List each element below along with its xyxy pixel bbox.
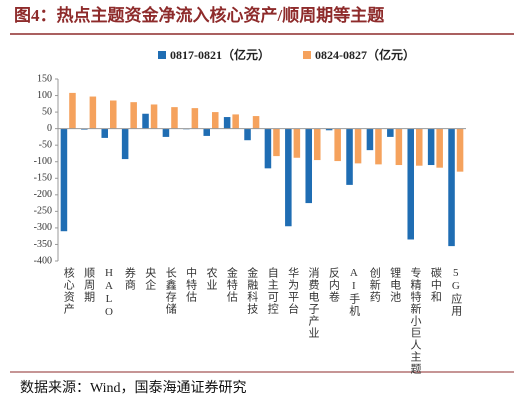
legend-label: 0817-0821（亿元） — [170, 47, 270, 62]
x-tick-label: HALO — [103, 267, 115, 319]
bar — [293, 128, 301, 158]
bar — [162, 128, 170, 137]
bar — [334, 128, 341, 162]
bar — [212, 112, 219, 129]
x-tick-label: 碳中和 — [429, 266, 442, 303]
bar — [366, 128, 374, 151]
bar — [264, 128, 272, 169]
x-tick-label: 核心资产 — [62, 266, 75, 315]
legend-swatch — [303, 51, 311, 59]
bar — [89, 96, 97, 129]
bar — [223, 117, 231, 129]
y-tick-label: 150 — [37, 73, 52, 84]
legend-label: 0824-0827（亿元） — [315, 47, 415, 62]
bar — [285, 128, 292, 227]
x-tick-label: 央企 — [144, 267, 157, 291]
y-tick-label: 50 — [42, 106, 52, 117]
bar — [101, 128, 108, 138]
bar — [427, 128, 435, 166]
y-tick-label: -50 — [39, 139, 52, 150]
bar — [395, 128, 403, 166]
x-tick-label: 锂电池 — [389, 266, 402, 303]
x-tick-label: 金融科技 — [246, 266, 258, 315]
y-tick-label: -400 — [34, 255, 52, 266]
bar — [375, 128, 382, 165]
x-tick-label: 顺周期 — [83, 267, 96, 303]
bar — [314, 128, 321, 161]
y-tick-label: -150 — [34, 173, 52, 184]
bar — [130, 102, 137, 129]
x-tick-label: 华为平台 — [287, 266, 300, 315]
bar — [448, 128, 455, 247]
bar — [456, 128, 464, 172]
bar — [387, 128, 394, 137]
x-tick-label: 专精特新小巨人主题 — [409, 266, 422, 375]
y-tick-label: -300 — [34, 222, 52, 233]
bar — [325, 128, 333, 131]
x-tick-label: AI手机 — [348, 267, 361, 317]
bar — [60, 128, 68, 232]
chart-title: 图4：热点主题资金净流入核心资产/顺周期等主题 — [14, 5, 385, 25]
x-tick-label: 反内卷 — [327, 267, 340, 303]
bar — [252, 116, 260, 129]
x-tick-label: 券商 — [123, 266, 136, 291]
x-tick-label: 农业 — [205, 266, 218, 291]
y-tick-label: -100 — [34, 156, 52, 167]
bar — [69, 92, 76, 129]
x-tick-label: 消费电子产业 — [307, 266, 320, 339]
bar — [203, 128, 210, 136]
legend-swatch — [158, 51, 166, 59]
bar — [171, 107, 178, 129]
bar — [407, 128, 414, 240]
x-tick-label: 金特估 — [225, 266, 238, 303]
source-note: 数据来源：Wind，国泰海通证券研究 — [20, 380, 247, 396]
bar — [121, 128, 129, 160]
y-tick-label: -250 — [34, 206, 52, 217]
y-tick-label: 100 — [37, 90, 52, 101]
bar — [142, 113, 149, 129]
x-tick-label: 中特估 — [185, 267, 198, 303]
bar — [305, 128, 312, 204]
y-tick-label: 0 — [47, 123, 52, 134]
x-tick-label: 创新药 — [368, 267, 381, 303]
bar — [273, 128, 280, 157]
bar — [232, 114, 239, 129]
bar — [244, 128, 251, 141]
bar — [150, 104, 158, 129]
bar — [436, 128, 443, 168]
x-tick-label: 自主可控 — [266, 267, 279, 315]
bar — [110, 100, 117, 129]
y-tick-label: -350 — [34, 239, 52, 250]
x-tick-label: 长鑫存储 — [164, 267, 177, 315]
bar — [346, 128, 353, 185]
bar — [191, 108, 199, 129]
y-tick-label: -200 — [34, 189, 52, 200]
bar — [416, 128, 423, 166]
bar — [354, 128, 362, 164]
x-tick-label: 5G应用 — [450, 267, 463, 317]
